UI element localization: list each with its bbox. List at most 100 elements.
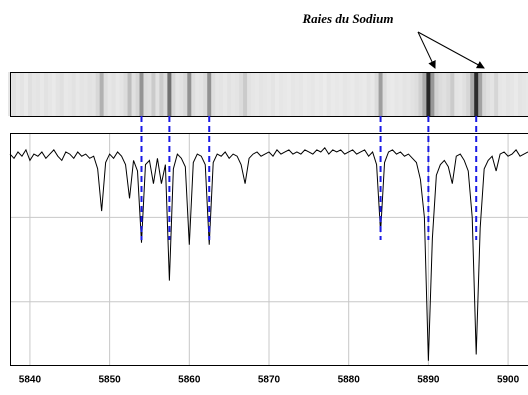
- strip-band: [335, 72, 340, 116]
- strip-band: [259, 72, 264, 116]
- strip-band: [211, 72, 216, 116]
- strip-band: [151, 72, 156, 116]
- strip-band: [426, 72, 431, 116]
- strip-band: [514, 72, 519, 116]
- strip-band: [502, 72, 507, 116]
- strip-band: [470, 72, 475, 116]
- strip-band: [466, 72, 471, 116]
- strip-band: [263, 72, 268, 116]
- strip-band: [323, 72, 328, 116]
- strip-band: [482, 72, 487, 116]
- x-tick-label: 5870: [258, 375, 281, 386]
- x-tick-label: 5850: [98, 375, 121, 386]
- strip-band: [171, 72, 176, 116]
- strip-band: [24, 72, 29, 116]
- strip-band: [271, 72, 276, 116]
- strip-band: [179, 72, 184, 116]
- strip-band: [399, 72, 404, 116]
- strip-band: [44, 72, 49, 116]
- strip-band: [375, 72, 380, 116]
- strip-band: [418, 72, 423, 116]
- strip-band: [183, 72, 188, 116]
- strip-band: [315, 72, 320, 116]
- strip-band: [12, 72, 17, 116]
- strip-band: [52, 72, 57, 116]
- strip-band: [28, 72, 33, 116]
- strip-band: [303, 72, 308, 116]
- strip-band: [379, 72, 384, 116]
- strip-band: [40, 72, 45, 116]
- strip-band: [331, 72, 336, 116]
- strip-band: [120, 72, 125, 116]
- strip-band: [255, 72, 260, 116]
- strip-band: [64, 72, 69, 116]
- arrow: [418, 32, 484, 68]
- strip-band: [383, 72, 388, 116]
- strip-band: [80, 72, 85, 116]
- strip-band: [128, 72, 133, 116]
- strip-band: [506, 72, 511, 116]
- strip-band: [410, 72, 415, 116]
- strip-band: [295, 72, 300, 116]
- x-tick-label: 5840: [19, 375, 42, 386]
- strip-band: [339, 72, 344, 116]
- strip-band: [275, 72, 280, 116]
- strip-band: [422, 72, 427, 116]
- strip-band: [108, 72, 113, 116]
- strip-band: [191, 72, 196, 116]
- strip-band: [454, 72, 459, 116]
- strip-band: [522, 72, 527, 116]
- strip-band: [147, 72, 152, 116]
- strip-band: [355, 72, 360, 116]
- strip-band: [327, 72, 332, 116]
- strip-band: [195, 72, 200, 116]
- strip-band: [231, 72, 236, 116]
- strip-band: [56, 72, 61, 116]
- strip-band: [414, 72, 419, 116]
- strip-band: [247, 72, 252, 116]
- strip-band: [140, 72, 145, 116]
- strip-band: [279, 72, 284, 116]
- strip-band: [143, 72, 148, 116]
- strip-band: [167, 72, 172, 116]
- strip-band: [450, 72, 455, 116]
- strip-band: [92, 72, 97, 116]
- strip-band: [402, 72, 407, 116]
- chart: Raies du Sodium 584058505860587058805890…: [0, 0, 528, 390]
- strip-band: [371, 72, 376, 116]
- strip-band: [251, 72, 256, 116]
- strip-band: [311, 72, 316, 116]
- strip-band: [235, 72, 240, 116]
- x-tick-label: 5860: [178, 375, 201, 386]
- strip-band: [203, 72, 208, 116]
- strip-band: [96, 72, 101, 116]
- strip-band: [442, 72, 447, 116]
- strip-band: [159, 72, 164, 116]
- strip-band: [474, 72, 479, 116]
- strip-band: [446, 72, 451, 116]
- strip-band: [239, 72, 244, 116]
- strip-band: [199, 72, 204, 116]
- strip-band: [319, 72, 324, 116]
- strip-band: [116, 72, 121, 116]
- strip-band: [227, 72, 232, 116]
- strip-band: [430, 72, 435, 116]
- strip-band: [395, 72, 400, 116]
- strip-band: [438, 72, 443, 116]
- strip-band: [486, 72, 491, 116]
- strip-band: [219, 72, 224, 116]
- strip-band: [36, 72, 41, 116]
- strip-band: [490, 72, 495, 116]
- strip-band: [343, 72, 348, 116]
- strip-band: [20, 72, 25, 116]
- strip-band: [367, 72, 372, 116]
- strip-band: [112, 72, 117, 116]
- strip-band: [223, 72, 228, 116]
- strip-band: [207, 72, 212, 116]
- strip-band: [291, 72, 296, 116]
- strip-band: [391, 72, 396, 116]
- x-tick-label: 5900: [497, 375, 520, 386]
- strip-band: [351, 72, 356, 116]
- strip-band: [359, 72, 364, 116]
- strip-band: [498, 72, 503, 116]
